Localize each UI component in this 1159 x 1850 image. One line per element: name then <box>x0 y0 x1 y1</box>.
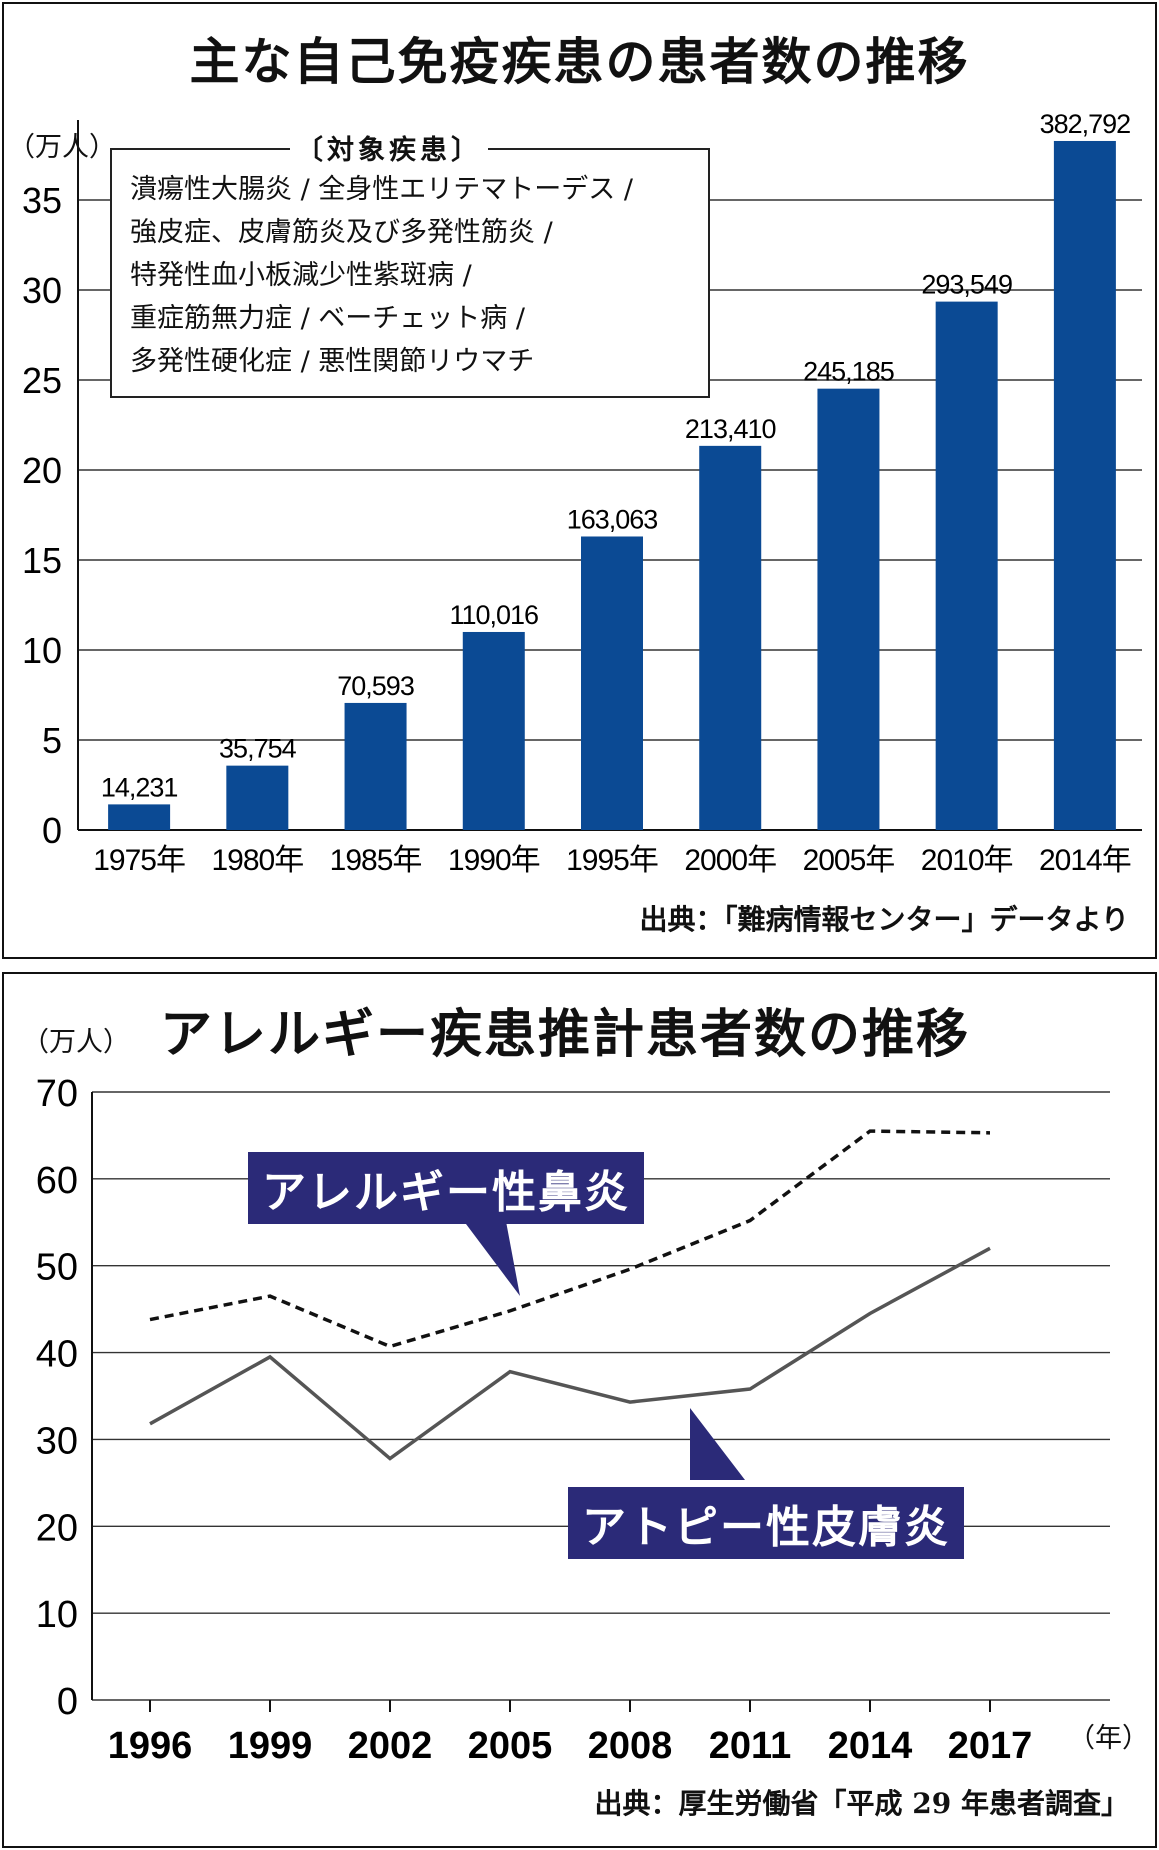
bar <box>1053 140 1116 831</box>
x-tick-label: 2000年 <box>684 844 776 877</box>
bar-value-label: 245,185 <box>803 357 894 387</box>
y-tick-label: 35 <box>22 180 62 221</box>
rhinitis-label-pointer <box>460 1216 520 1296</box>
allergy-x-unit: （年） <box>1068 1723 1149 1754</box>
atopic-series-label: アトピー性皮膚炎 <box>568 1487 964 1559</box>
y-tick-label: 25 <box>22 360 62 401</box>
x-tick-label: 1990年 <box>448 844 540 877</box>
allergy-y-unit: （万人） <box>22 1027 130 1058</box>
y-tick-label: 20 <box>22 450 62 491</box>
y-tick-label: 70 <box>36 1073 78 1115</box>
x-tick-label: 2014年 <box>1039 844 1131 877</box>
autoimmune-chart-title: 主な自己免疫疾患の患者数の推移 <box>189 33 970 91</box>
x-tick-label: 1996 <box>108 1725 193 1767</box>
target-diseases-list: 潰瘍性大腸炎 / 全身性エリテマトーデス / 強皮症、皮膚筋炎及び多発性筋炎 /… <box>130 168 633 383</box>
bar-value-label: 110,016 <box>449 600 538 630</box>
x-tick-label: 2010年 <box>921 844 1013 877</box>
x-tick-label: 1999 <box>228 1725 313 1767</box>
bar <box>108 804 171 830</box>
x-tick-label: 1980年 <box>211 844 303 877</box>
allergy-source: 出典：厚生労働省「平成 29 年患者調査」 <box>594 1787 1129 1820</box>
y-tick-label: 10 <box>36 1594 78 1636</box>
x-tick-label: 2017 <box>948 1725 1033 1767</box>
bar-value-label: 14,231 <box>101 772 178 802</box>
x-tick-label: 2008 <box>588 1725 673 1767</box>
autoimmune-bar-chart: 0 5 10 15 20 25 30 35 14,231 1975年 35,754 1980年 70,5… <box>22 109 1142 877</box>
bar <box>581 536 643 830</box>
target-disease-line: 特発性血小板減少性紫斑病 / <box>130 260 472 291</box>
autoimmune-source: 出典：「難病情報センター」データより <box>639 903 1129 936</box>
x-tick-label: 2002 <box>348 1725 433 1767</box>
y-tick-label: 5 <box>42 720 62 761</box>
y-tick-label: 30 <box>36 1420 78 1462</box>
y-tick-label: 0 <box>42 810 62 851</box>
y-tick-label: 40 <box>36 1334 78 1376</box>
x-tick-label: 2005 <box>468 1725 553 1767</box>
y-tick-label: 15 <box>22 540 62 581</box>
bar-value-label: 163,063 <box>567 504 658 534</box>
bar-value-label: 293,549 <box>921 270 1012 300</box>
bar <box>817 388 880 830</box>
bar-value-label: 213,410 <box>685 414 776 444</box>
y-tick-label: 50 <box>36 1247 78 1289</box>
bar <box>226 765 289 830</box>
y-tick-label: 0 <box>57 1681 78 1723</box>
y-tick-label: 60 <box>36 1160 78 1202</box>
bar-value-label: 35,754 <box>219 734 297 764</box>
y-tick-label: 10 <box>22 630 62 671</box>
x-tick-label: 1985年 <box>330 844 422 877</box>
bar <box>344 702 407 830</box>
x-tick-label: 1975年 <box>93 844 185 877</box>
y-tick-label: 20 <box>36 1507 78 1549</box>
target-disease-line: 重症筋無力症 / ベーチェット病 / <box>130 303 525 334</box>
atopic-label-pointer <box>690 1408 745 1480</box>
atopic-series-line <box>149 1246 991 1461</box>
target-disease-line: 潰瘍性大腸炎 / 全身性エリテマトーデス / <box>130 174 633 205</box>
bar <box>699 445 762 830</box>
bar <box>462 631 525 830</box>
allergy-chart-panel <box>2 972 1157 1848</box>
bar-value-label: 382,792 <box>1040 109 1131 139</box>
x-tick-label: 2014 <box>828 1725 913 1767</box>
rhinitis-series-line <box>149 1129 991 1349</box>
target-diseases-title: 〔対象疾患〕 <box>290 128 488 167</box>
bar-value-label: 70,593 <box>337 671 414 701</box>
x-tick-label: 2005年 <box>803 844 895 877</box>
x-tick-label: 2011 <box>709 1725 791 1767</box>
target-disease-line: 多発性硬化症 / 悪性関節リウマチ <box>130 346 535 377</box>
rhinitis-series-label: アレルギー性鼻炎 <box>248 1152 644 1224</box>
target-disease-line: 強皮症、皮膚筋炎及び多発性筋炎 / <box>130 217 553 248</box>
allergy-chart-title: アレルギー疾患推計患者数の推移 <box>160 1005 971 1065</box>
autoimmune-y-unit: （万人） <box>8 132 116 163</box>
target-diseases-box <box>110 148 710 398</box>
y-tick-label: 30 <box>22 270 62 311</box>
bar <box>935 301 998 830</box>
x-tick-label: 1995年 <box>566 844 658 877</box>
